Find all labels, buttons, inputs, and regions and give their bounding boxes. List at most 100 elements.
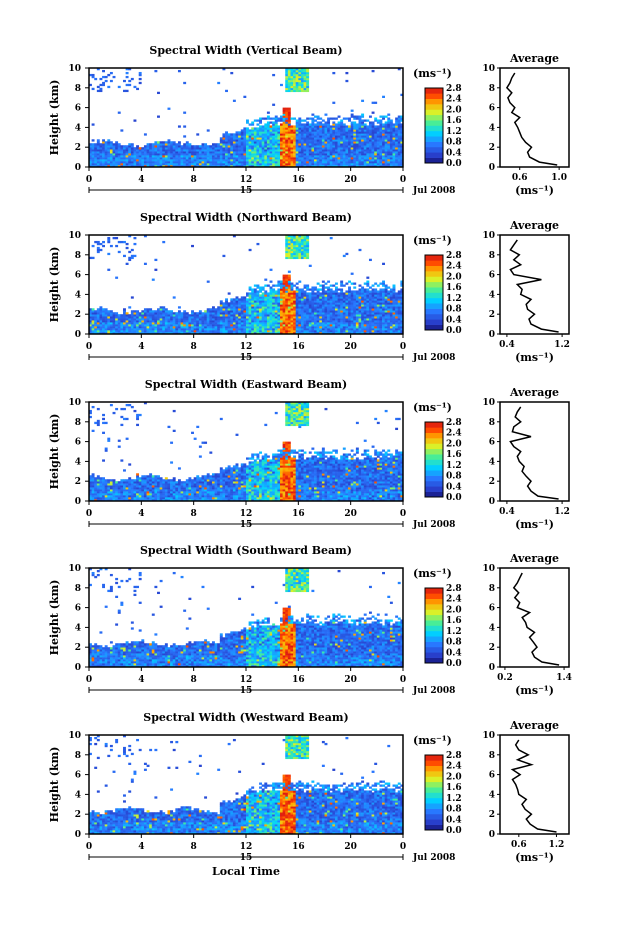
heatmap-cell — [332, 71, 336, 75]
heatmap-cell — [102, 69, 105, 73]
heatmap-cell — [191, 332, 194, 335]
heatmap-cell — [285, 324, 289, 327]
heatmap-cell — [342, 117, 346, 120]
heatmap-cell — [392, 318, 396, 321]
heatmap-cell — [125, 151, 129, 154]
heatmap-cell — [198, 330, 202, 333]
heatmap-cell — [358, 320, 362, 323]
heatmap-cell — [256, 320, 260, 323]
heatmap-cell — [321, 147, 325, 150]
heatmap-cell — [400, 324, 404, 327]
heatmap-cell — [162, 332, 166, 335]
heatmap-cell — [99, 326, 103, 329]
heatmap-cell — [308, 123, 312, 126]
heatmap-cell — [219, 161, 223, 164]
heatmap-cell — [295, 248, 299, 252]
heatmap-cell — [115, 332, 119, 335]
heatmap-cell — [371, 324, 375, 327]
heatmap-cell — [240, 304, 244, 307]
heatmap-cell — [151, 314, 155, 317]
heatmap-cell — [303, 318, 307, 321]
heatmap-cell — [295, 69, 299, 73]
heatmap-cell — [112, 153, 116, 156]
heatmap-cell — [214, 155, 218, 158]
heatmap-cell — [248, 294, 252, 297]
heatmap-cell — [358, 159, 362, 162]
heatmap-cell — [206, 332, 210, 335]
heatmap-cell — [198, 145, 202, 148]
heatmap-cell — [319, 298, 323, 301]
heatmap-cell — [246, 137, 249, 140]
heatmap-cell — [361, 314, 365, 317]
heatmap-cell — [382, 129, 385, 132]
heatmap-cell — [397, 298, 401, 301]
heatmap-cell — [285, 127, 289, 130]
heatmap-cell — [374, 101, 378, 104]
heatmap-cell — [277, 145, 281, 148]
heatmap-cell — [274, 316, 278, 319]
heatmap-cell — [348, 310, 351, 313]
heatmap-cell — [319, 127, 323, 130]
heatmap-cell — [175, 324, 179, 327]
heatmap-cell — [277, 131, 281, 134]
heatmap-cell — [321, 159, 325, 162]
heatmap-cell — [353, 294, 357, 297]
heatmap-cell — [94, 151, 98, 154]
date-marker: 15 — [240, 353, 253, 363]
heatmap-cell — [400, 308, 404, 311]
heatmap-cell — [256, 308, 260, 311]
heatmap-cell — [188, 151, 192, 154]
heatmap-cell — [285, 330, 289, 333]
heatmap-cell — [149, 328, 153, 331]
heatmap-cell — [340, 310, 344, 313]
heatmap-cell — [219, 310, 223, 313]
heatmap-cell — [264, 117, 268, 120]
heatmap-cell — [298, 240, 302, 244]
heatmap-cell — [379, 292, 383, 295]
heatmap-cell — [141, 161, 145, 164]
heatmap-cell — [374, 131, 378, 134]
heatmap-cell — [366, 314, 370, 317]
heatmap-cell — [264, 306, 268, 309]
heatmap-cell — [295, 163, 299, 166]
heatmap-cell — [316, 308, 320, 311]
heatmap-cell — [345, 79, 349, 83]
heatmap-cell — [363, 149, 367, 152]
heatmap-cell — [340, 149, 344, 152]
profile-x-tick-label: 1.2 — [554, 340, 570, 350]
heatmap-cell — [298, 139, 302, 142]
heatmap-cell — [180, 312, 184, 315]
heatmap-cell — [232, 157, 236, 160]
heatmap-cell — [188, 155, 192, 158]
heatmap-cell — [324, 316, 328, 319]
heatmap-cell — [392, 330, 396, 333]
heatmap-cell — [353, 328, 357, 331]
heatmap-cell — [240, 133, 244, 136]
heatmap-cell — [300, 312, 304, 315]
heatmap-cell — [246, 308, 249, 311]
heatmap-cell — [157, 322, 160, 325]
heatmap-cell — [303, 250, 307, 254]
heatmap-cell — [300, 330, 304, 333]
heatmap-cell — [232, 149, 236, 152]
heatmap-cell — [337, 137, 341, 140]
heatmap-cell — [253, 288, 257, 291]
heatmap-cell — [172, 296, 176, 299]
heatmap-cell — [332, 133, 336, 136]
heatmap-cell — [353, 322, 357, 325]
heatmap-cell — [128, 149, 132, 152]
heatmap-cell — [290, 155, 294, 158]
heatmap-cell — [316, 310, 320, 313]
heatmap-cell — [214, 165, 218, 168]
heatmap-cell — [261, 163, 265, 166]
heatmap-cell — [306, 85, 310, 89]
heatmap-cell — [285, 81, 289, 85]
heatmap-cell — [324, 290, 328, 293]
heatmap-cell — [329, 296, 333, 299]
heatmap-cell — [104, 145, 108, 148]
heatmap-cell — [355, 163, 359, 166]
heatmap-cell — [387, 165, 391, 168]
heatmap-cell — [259, 314, 262, 317]
heatmap-cell — [350, 113, 354, 116]
heatmap-cell — [128, 161, 132, 164]
